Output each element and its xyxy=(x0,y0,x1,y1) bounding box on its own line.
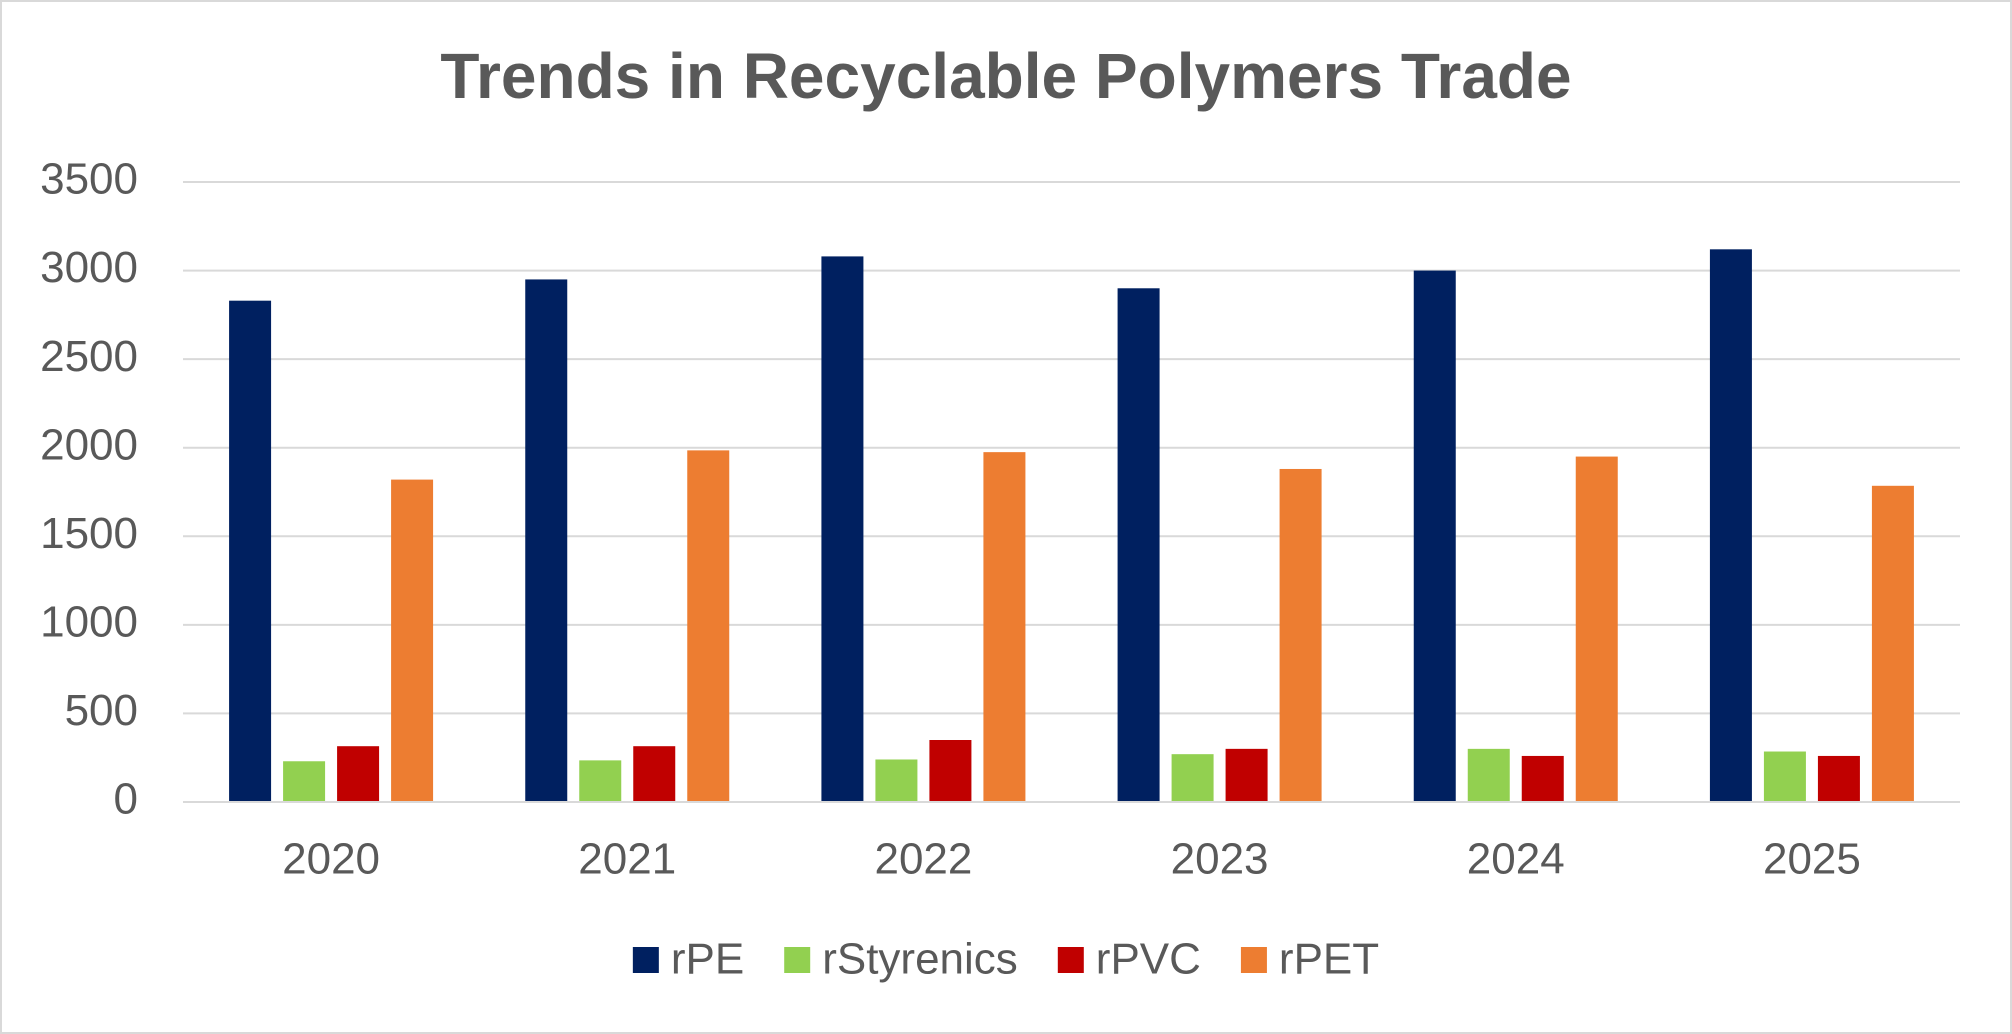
legend-swatch xyxy=(632,947,659,973)
bar xyxy=(337,746,380,802)
bar xyxy=(1171,754,1214,802)
y-tick-label: 3000 xyxy=(40,243,138,292)
legend-label: rPVC xyxy=(1096,935,1201,984)
bar xyxy=(983,452,1026,802)
y-tick-label: 3500 xyxy=(40,155,138,204)
bar xyxy=(283,761,326,802)
legend-label: rPE xyxy=(671,935,744,984)
bar xyxy=(229,300,272,802)
y-tick-label: 1000 xyxy=(40,597,138,646)
bar xyxy=(633,746,676,802)
x-tick-label: 2020 xyxy=(282,835,380,884)
bar xyxy=(391,479,434,802)
y-tick-label: 500 xyxy=(65,686,138,735)
bar xyxy=(579,760,622,802)
x-tick-label: 2022 xyxy=(874,835,972,884)
bar xyxy=(1871,485,1914,802)
legend-label: rPET xyxy=(1279,935,1379,984)
x-tick-label: 2023 xyxy=(1171,835,1269,884)
legend-label: rStyrenics xyxy=(822,935,1018,984)
bar xyxy=(1709,249,1752,803)
bar xyxy=(1817,755,1860,802)
x-tick-label: 2025 xyxy=(1763,835,1861,884)
y-tick-label: 1500 xyxy=(40,509,138,558)
y-tick-label: 2500 xyxy=(40,332,138,381)
bar xyxy=(821,256,864,802)
bar xyxy=(1117,288,1160,802)
y-tick-label: 0 xyxy=(114,775,138,824)
legend-swatch xyxy=(1240,947,1267,973)
bar xyxy=(875,759,918,802)
bar xyxy=(1467,748,1510,802)
bar xyxy=(687,450,730,802)
bar xyxy=(525,279,568,802)
bar xyxy=(1521,755,1564,802)
chart-title: Trends in Recyclable Polymers Trade xyxy=(440,40,1571,112)
bar xyxy=(929,740,972,802)
bar xyxy=(1763,751,1806,802)
bar xyxy=(1413,270,1456,803)
bar xyxy=(1225,748,1268,802)
bar xyxy=(1575,456,1618,802)
x-tick-label: 2024 xyxy=(1467,835,1565,884)
y-tick-label: 2000 xyxy=(40,420,138,469)
legend-swatch xyxy=(1057,947,1084,973)
bar xyxy=(1279,468,1322,802)
x-tick-label: 2021 xyxy=(578,835,676,884)
legend-swatch xyxy=(784,947,811,973)
